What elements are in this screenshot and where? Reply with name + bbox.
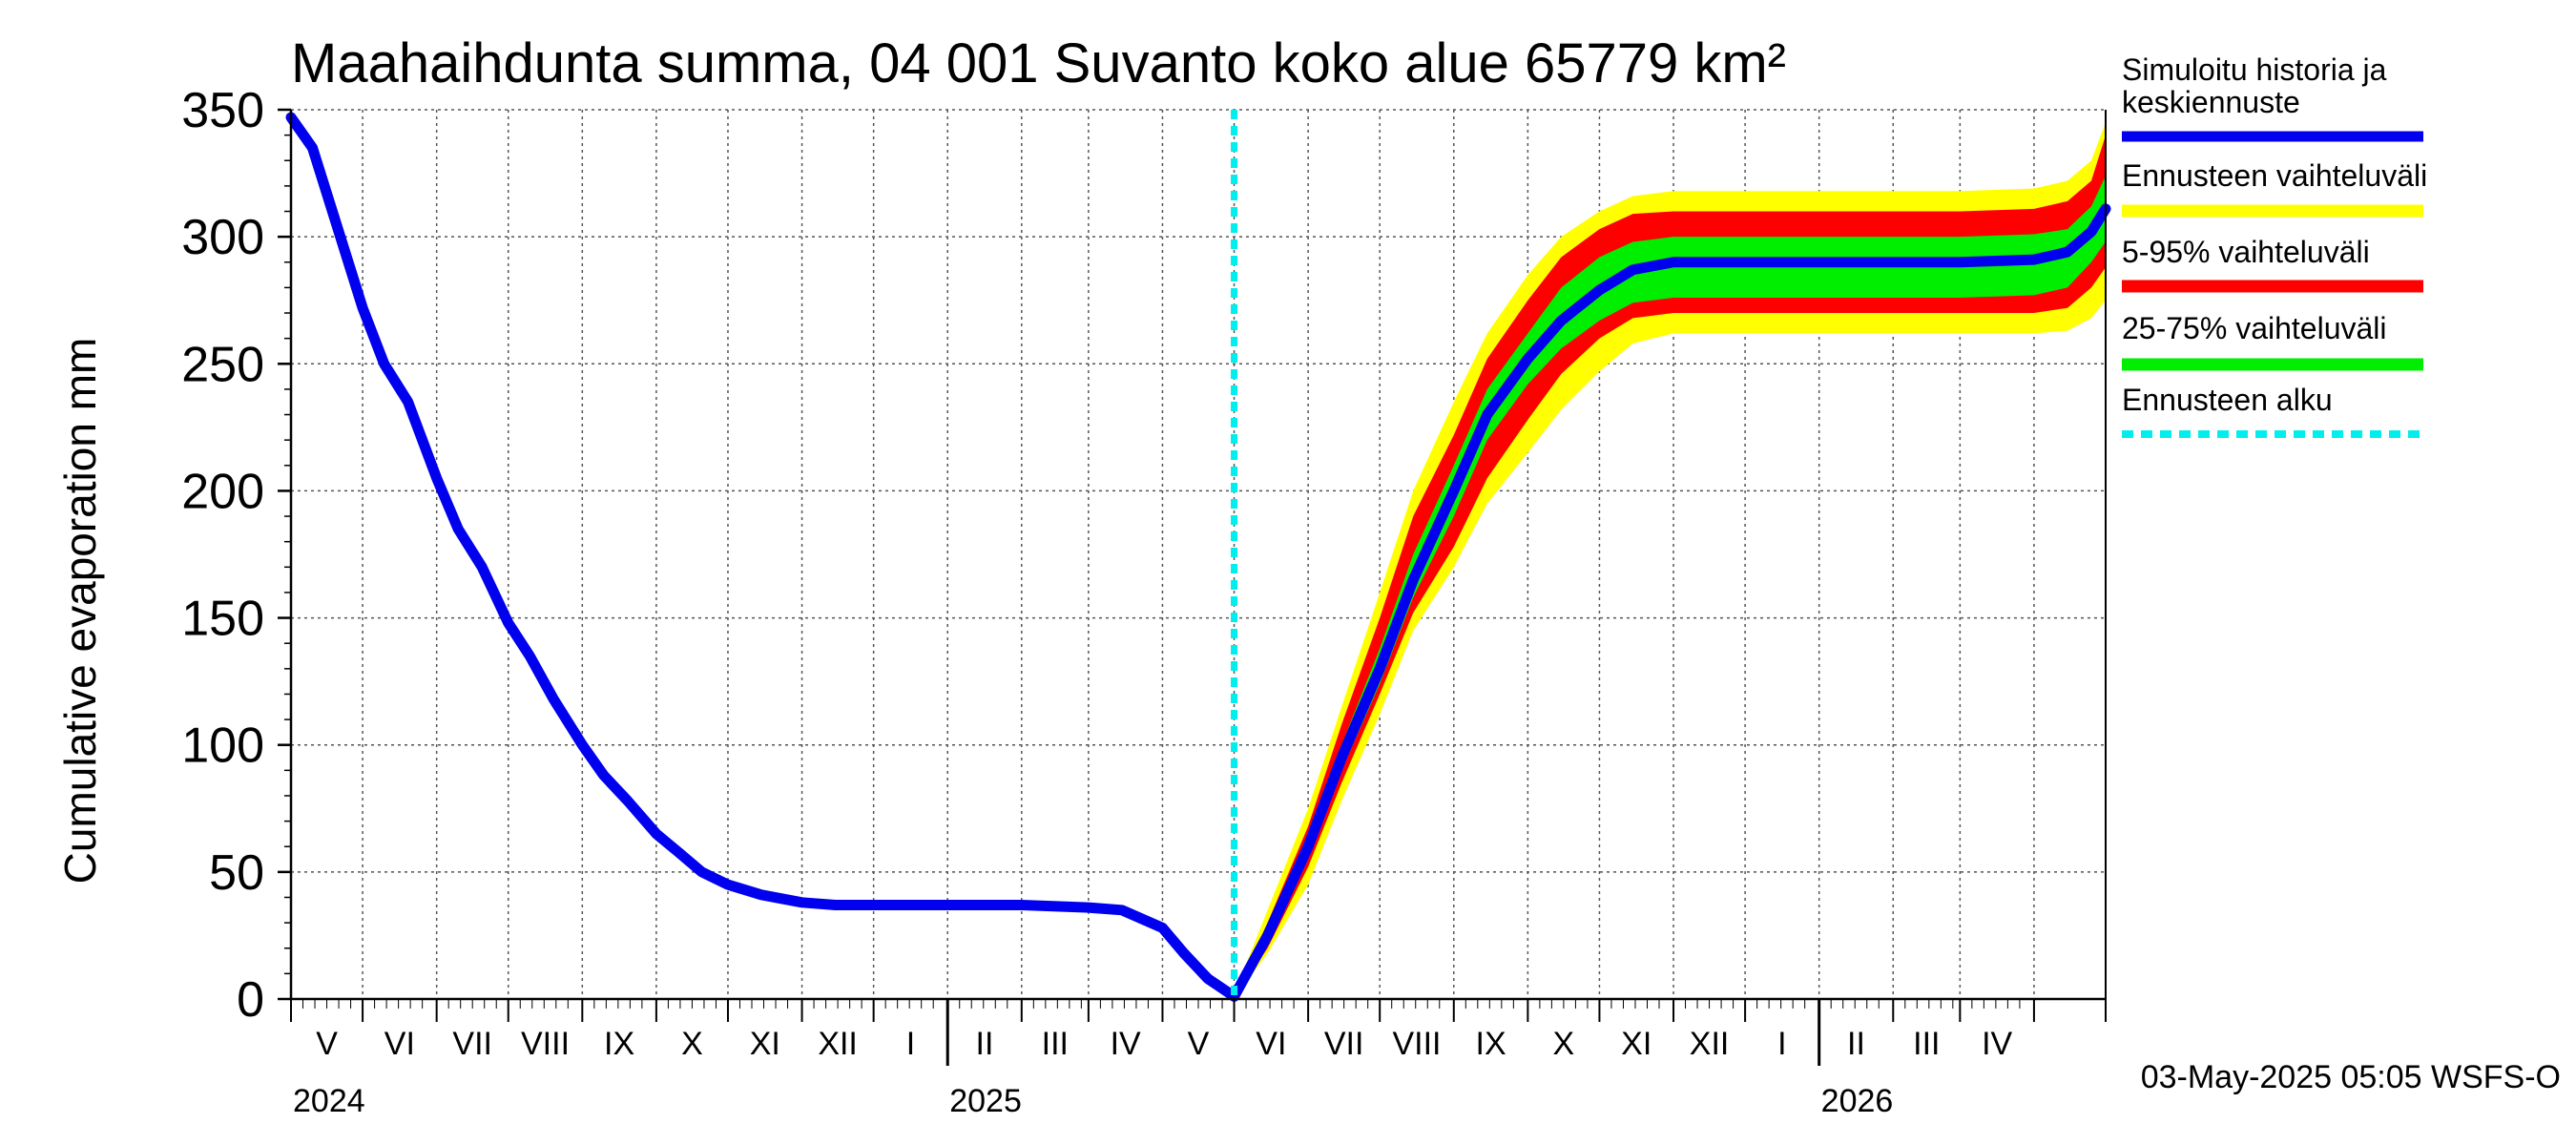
- legend-label: Ennusteen vaihteluväli: [2122, 158, 2427, 193]
- y-tick-label: 50: [209, 845, 264, 901]
- month-label: III: [1913, 1026, 1940, 1062]
- month-label: VII: [1324, 1026, 1364, 1062]
- month-label: V: [1188, 1026, 1210, 1062]
- month-label: VII: [452, 1026, 492, 1062]
- year-label: 2024: [293, 1083, 365, 1119]
- y-tick-label: 300: [181, 210, 264, 265]
- month-label: II: [1847, 1026, 1865, 1062]
- month-label: I: [1777, 1026, 1786, 1062]
- y-axis-label: Cumulative evaporation mm: [55, 338, 105, 885]
- month-label: VI: [1256, 1026, 1286, 1062]
- y-tick-label: 100: [181, 718, 264, 774]
- series-lines: [285, 112, 2111, 1002]
- y-tick-label: 350: [181, 83, 264, 138]
- y-tick-label: 250: [181, 337, 264, 392]
- month-label: IX: [1476, 1026, 1506, 1062]
- year-label: 2025: [949, 1083, 1022, 1119]
- y-tick-label: 0: [237, 972, 264, 1028]
- footer-timestamp: 03-May-2025 05:05 WSFS-O: [2141, 1059, 2561, 1095]
- month-label: XI: [750, 1026, 780, 1062]
- history-line: [285, 112, 1240, 1002]
- month-label: VIII: [521, 1026, 570, 1062]
- month-label: V: [316, 1026, 338, 1062]
- band-5-95-vaihteluv-li: [1234, 135, 2106, 1000]
- month-label: II: [976, 1026, 994, 1062]
- median-forecast-line: [1229, 203, 2111, 1002]
- legend-label: 5-95% vaihteluväli: [2122, 235, 2370, 269]
- y-tick-label: 200: [181, 464, 264, 519]
- month-label: XII: [818, 1026, 858, 1062]
- month-label: X: [681, 1026, 703, 1062]
- legend-label: Simuloitu historia ja keskiennuste: [2122, 52, 2387, 119]
- y-axis: 0 50 100 150 200 250 300 350: [181, 83, 291, 1028]
- month-label: IX: [604, 1026, 634, 1062]
- month-label: X: [1553, 1026, 1575, 1062]
- month-label: IV: [1982, 1026, 2012, 1062]
- month-label: VI: [384, 1026, 415, 1062]
- month-label: XI: [1621, 1026, 1652, 1062]
- chart-title: Maahaihdunta summa, 04 001 Suvanto koko …: [291, 32, 1786, 94]
- y-tick-label: 150: [181, 592, 264, 647]
- year-label: 2026: [1821, 1083, 1894, 1119]
- bands: [1234, 122, 2106, 1000]
- legend-label: Ennusteen alku: [2122, 383, 2333, 417]
- legend-label: 25-75% vaihteluväli: [2122, 311, 2387, 345]
- month-label: VIII: [1392, 1026, 1441, 1062]
- month-label: III: [1042, 1026, 1069, 1062]
- month-label: XII: [1690, 1026, 1730, 1062]
- legend: Simuloitu historia ja keskiennuste Ennuste…: [2122, 52, 2427, 438]
- month-label: I: [906, 1026, 915, 1062]
- x-axis: V VI VII VIII IX X XI XII I II III IV V VI VII VIII IX X X…: [290, 999, 2107, 1119]
- month-label: IV: [1111, 1026, 1141, 1062]
